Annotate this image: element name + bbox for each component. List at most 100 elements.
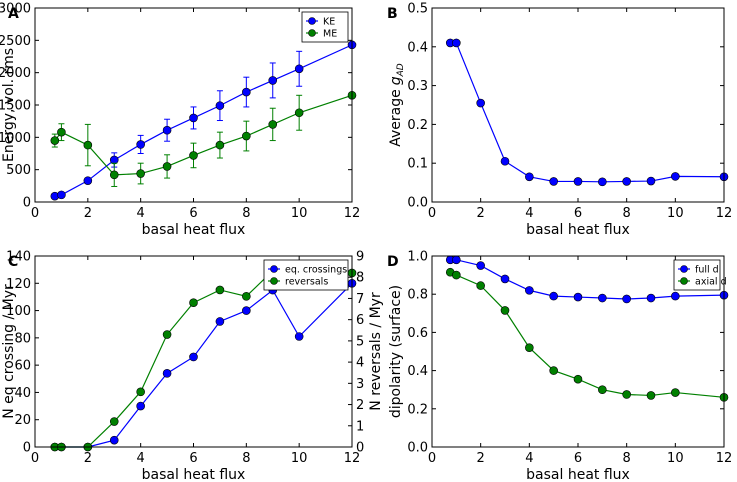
x-tick-label: 2 [84,206,92,221]
series-line [54,282,353,448]
panel-A: A 0 2 4 6 8 10 12 0 500 1000 1500 2000 2500 3000 basal … [0,2,360,239]
panel-D: D 0 2 4 6 8 10 12 0.0 0.2 0.4 0.6 0.8 1.0 basal heat f… [387,250,732,482]
y-right-tick-label: 5 [356,334,364,349]
data-point [646,391,656,400]
y-tick-label: 3000 [0,2,31,17]
data-point [162,330,172,339]
y-tick-label: 2000 [0,66,31,81]
data-point [50,136,60,145]
data-point [646,176,656,186]
x-tick-label: 12 [716,451,733,466]
y-tick-label: 0.6 [407,326,428,341]
y-tick-label: 0 [23,196,31,211]
y-tick-label: 0.4 [407,364,428,379]
legend-frame [673,259,721,291]
y-tick-label: 100 [6,304,31,319]
data-point [189,151,198,160]
x-tick-label: 6 [189,451,197,466]
y-tick-label: 1000 [0,131,31,146]
y-tick-label: 80 [14,331,31,346]
y-tick-label: 140 [6,250,31,265]
x-axis-label: basal heat flux [142,467,246,482]
y-tick-label: 0.0 [407,196,428,211]
data-point [215,101,225,110]
legend-frame [301,11,349,43]
y-right-axis-label: N reversals / Myr [368,292,384,411]
x-tick-label: 2 [477,451,485,466]
data-point [215,317,225,326]
x-tick-label: 6 [574,451,582,466]
plot-frame [34,7,353,203]
data-point [57,127,66,137]
data-point [573,177,583,186]
y-axis-label: N eq crossing / Myr [1,284,17,419]
data-point [622,294,631,304]
data-point [525,343,534,352]
x-tick-label: 4 [525,451,533,466]
series-line [54,94,353,176]
x-axis-label: basal heat flux [526,467,630,482]
data-point [215,285,225,295]
data-point [525,286,534,295]
panel-C: C0 2 4 6 8 10 120204060801001201400123456789ba… [1,250,384,482]
data-point [500,306,510,315]
data-point [109,170,119,180]
y-axis-label-subscript: AD [396,63,406,77]
data-point [189,113,198,123]
data-point [136,387,145,397]
data-point [598,177,607,187]
x-tick-label: 8 [623,206,631,221]
x-tick-label: 8 [242,206,250,221]
data-point [573,292,583,302]
y-right-tick-label: 6 [356,313,364,328]
data-point [242,292,251,301]
x-axis-label: basal heat flux [142,222,246,238]
data-point [162,162,172,171]
x-tick-label: 2 [84,451,92,466]
data-point [189,352,198,362]
y-tick-label: 0 [23,441,31,456]
data-point [452,38,461,48]
legend-label: eq. crossings [285,265,347,276]
x-tick-label: 10 [291,206,308,221]
y-axis-label-symbol: g [388,76,404,85]
data-point [622,390,631,399]
data-point [671,291,680,301]
y-right-tick-label: 8 [356,271,364,286]
y-right-tick-label: 7 [356,292,364,307]
data-point [294,64,304,74]
data-point [598,385,607,395]
y-axis-label: Energy, vol. rms [1,48,17,162]
data-point [549,291,558,301]
legend-marker [680,277,688,285]
x-tick-label: 12 [344,451,361,466]
series-reversals [50,266,357,452]
data-point [476,261,485,270]
data-point [268,120,278,129]
series-ke [50,40,357,201]
data-point [500,274,510,284]
y-tick-label: 60 [14,359,31,374]
y-axis-label: Average gAD [388,63,406,147]
data-point [136,169,145,178]
series-line [449,271,725,398]
x-tick-label: 6 [574,206,582,221]
data-point [83,140,93,150]
data-point [83,176,93,185]
series-me [50,91,357,187]
data-point [671,172,680,181]
plot-frame [431,7,725,203]
x-tick-label: 12 [716,206,733,221]
series-full-d [445,255,729,304]
y-tick-label: 0.8 [407,288,428,303]
x-tick-label: 4 [137,206,145,221]
data-point [549,177,558,186]
x-tick-label: 8 [623,451,631,466]
y-tick-label: 0.1 [407,157,428,172]
y-tick-label: 0.2 [407,402,428,417]
data-point [525,172,534,182]
data-point [294,108,304,118]
